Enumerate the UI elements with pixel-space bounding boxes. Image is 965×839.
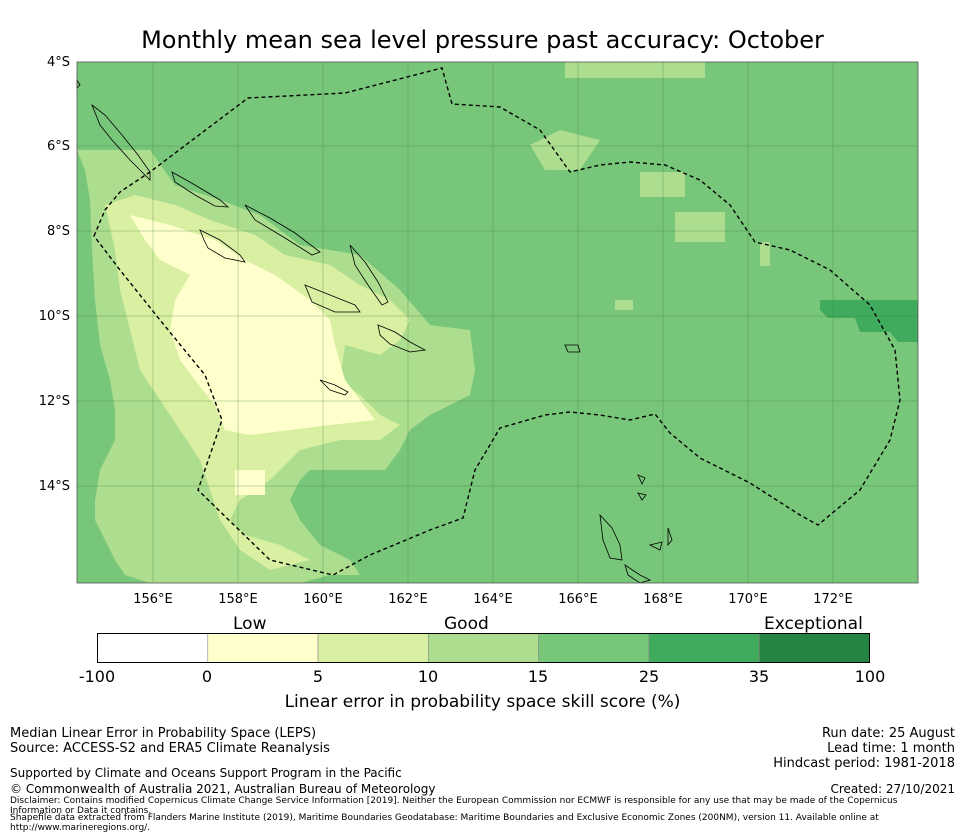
map-title: Monthly mean sea level pressure past acc… xyxy=(141,26,824,54)
colorbar-segment xyxy=(428,633,539,663)
lon-label: 156°E xyxy=(133,592,173,607)
lat-label: 6°S xyxy=(46,139,70,154)
lon-label: 164°E xyxy=(473,592,513,607)
lon-label: 172°E xyxy=(813,592,853,607)
high-skill-region xyxy=(820,300,918,342)
island-outlines xyxy=(76,78,673,584)
colorbar-tick: 5 xyxy=(312,667,324,686)
lon-label: 162°E xyxy=(388,592,428,607)
footer-disclaimer: Disclaimer: Contains modified Copernicus… xyxy=(10,796,898,816)
lon-label: 170°E xyxy=(728,592,768,607)
lon-label: 168°E xyxy=(643,592,683,607)
skill-map xyxy=(76,61,919,584)
footer-supported: Supported by Climate and Oceans Support … xyxy=(10,766,402,780)
eez-boundaries xyxy=(93,67,901,576)
run-date: Run date: 25 August xyxy=(821,726,955,741)
colorbar-tick: 100 xyxy=(854,667,886,686)
colorbar-segment xyxy=(97,633,209,663)
lead-time: Lead time: 1 month xyxy=(827,741,955,756)
colorbar-category-good: Good xyxy=(444,614,489,634)
colorbar-segment xyxy=(648,633,760,663)
colorbar-tick: 35 xyxy=(748,667,770,686)
colorbar-segment xyxy=(758,633,870,663)
colorbar-tick: -100 xyxy=(78,667,116,686)
colorbar-category-low: Low xyxy=(233,614,267,634)
lat-label: 14°S xyxy=(38,479,70,494)
colorbar-tick: 0 xyxy=(201,667,213,686)
lon-label: 166°E xyxy=(558,592,598,607)
created-date: Created: 27/10/2021 xyxy=(830,782,955,796)
colorbar-tick: 10 xyxy=(417,667,439,686)
lat-label: 12°S xyxy=(38,394,70,409)
lat-label: 10°S xyxy=(38,309,70,324)
map-frame xyxy=(76,61,919,584)
colorbar xyxy=(97,633,870,663)
colorbar-segment xyxy=(538,633,650,663)
very-low-skill-region xyxy=(130,215,375,495)
footer-source: Source: ACCESS-S2 and ERA5 Climate Reana… xyxy=(10,741,330,756)
colorbar-segment xyxy=(207,633,319,663)
footer-copyright: © Commonwealth of Australia 2021, Austra… xyxy=(10,782,436,796)
colorbar-segment xyxy=(317,633,429,663)
colorbar-category-exceptional: Exceptional xyxy=(764,614,863,634)
colorbar-tick: 25 xyxy=(638,667,660,686)
lat-label: 8°S xyxy=(46,224,70,239)
hindcast-period: Hindcast period: 1981-2018 xyxy=(773,756,955,771)
footer-method: Median Linear Error in Probability Space… xyxy=(10,726,317,741)
lon-label: 158°E xyxy=(218,592,258,607)
lat-label: 4°S xyxy=(46,55,70,70)
footer-shapefile: Shapefile data extracted from Flanders M… xyxy=(10,813,879,833)
colorbar-tick: 15 xyxy=(527,667,549,686)
gridlines xyxy=(77,62,918,583)
lon-label: 160°E xyxy=(303,592,343,607)
colorbar-label: Linear error in probability space skill … xyxy=(284,692,681,712)
